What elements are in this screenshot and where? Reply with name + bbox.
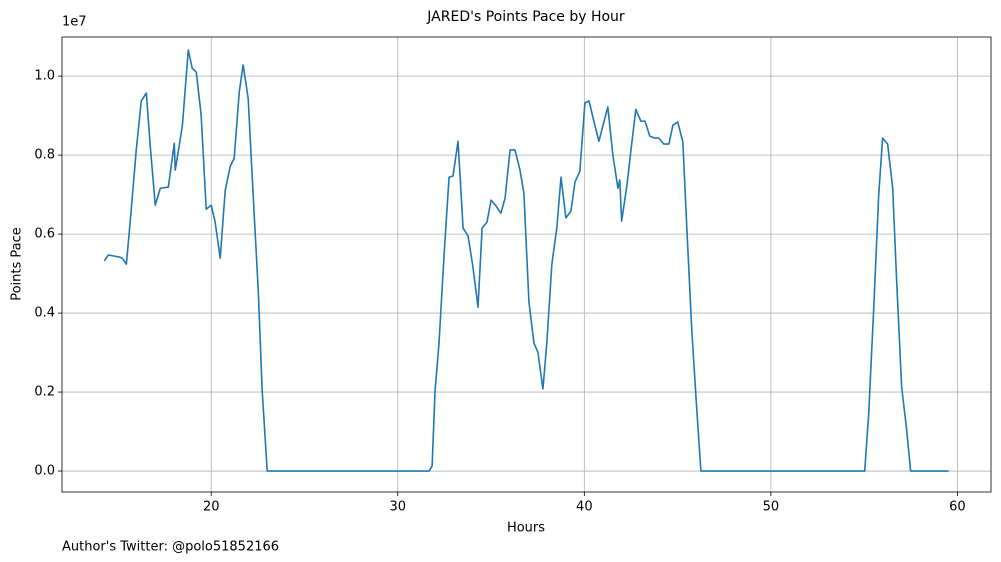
x-tick-label: 30 [390, 500, 407, 515]
y-tick-label: 0.2 [34, 385, 55, 400]
data-line [103, 49, 949, 472]
x-tick-label: 40 [576, 500, 593, 515]
y-tick-label: 0.4 [34, 306, 55, 321]
x-tick-label: 20 [203, 500, 220, 515]
y-tick-label: 0.8 [34, 148, 55, 163]
y-axis-label: Points Pace [10, 227, 25, 301]
y-tick-label: 0.6 [34, 227, 55, 242]
y-tick-label: 0.0 [34, 464, 55, 479]
y-tick-label: 1.0 [34, 69, 55, 84]
x-tick-label: 50 [763, 500, 780, 515]
plot-frame [61, 36, 992, 493]
y-offset-label: 1e7 [62, 15, 87, 30]
footer: Author's Twitter: @polo51852166 [62, 540, 279, 555]
x-axis-label: Hours [507, 521, 545, 536]
chart-title: JARED's Points Pace by Hour [426, 9, 625, 25]
x-tick-label: 60 [949, 500, 966, 515]
